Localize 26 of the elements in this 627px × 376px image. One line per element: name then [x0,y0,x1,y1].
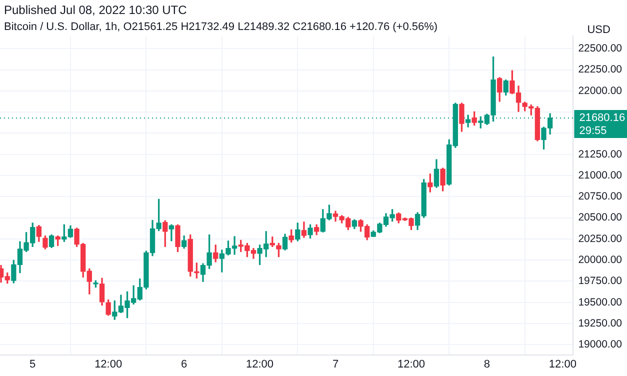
y-tick-label: 21000.00 [578,169,622,182]
x-tick-label: 12:00 [94,358,122,370]
y-tick-label: 19250.00 [578,317,622,330]
y-tick-label: 21250.00 [578,148,622,160]
x-tick-label: 8 [484,358,490,370]
y-tick-label: 20000.00 [578,254,622,266]
y-tick-label: 19500.00 [578,296,622,308]
y-tick-label: 19000.00 [578,338,622,351]
text: 29:55 [579,125,607,138]
ref-line-label: 21680.16 [579,112,626,124]
x-tick-label: 12:00 [246,358,274,370]
chart-title: Published Jul 08, 2022 10:30 UTC [4,3,187,17]
x-tick-label: 12:00 [548,358,576,370]
y-tick-label: 20500.00 [578,212,622,224]
y-tick-label: 22000.00 [578,84,622,97]
x-tick-label: 6 [180,358,188,370]
chart-subtitle: Bitcoin / U.S. Dollar, 1h, O21561.25 H21732.49 L21489.32 C21680.16 +120.76 (+0.56%) [4,21,438,33]
y-tick-label: 22250.00 [578,64,622,76]
y-tick-label: 22500.00 [578,42,622,55]
y-tick-label: 19750.00 [578,275,622,288]
x-tick-label: 12:00 [397,358,425,370]
x-tick-label: 5 [30,358,36,370]
y-tick-label: 20250.00 [578,232,622,245]
x-tick-label: 7 [332,358,339,370]
y-tick-label: 20750.00 [578,190,622,203]
y-axis-title: USD [587,24,610,36]
